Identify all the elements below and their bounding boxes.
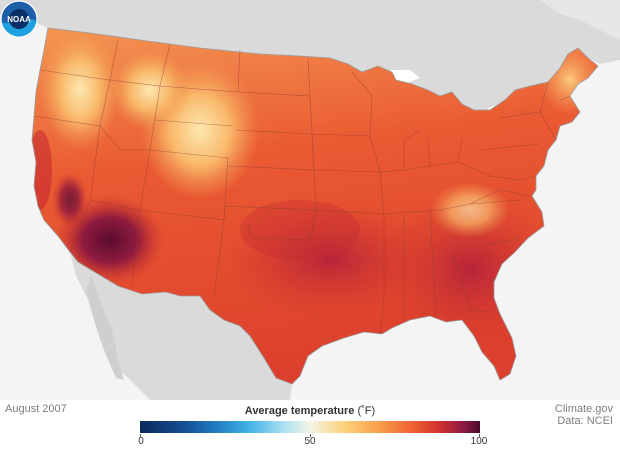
legend-title-text: Average temperature [244, 405, 355, 417]
surrounding-land [0, 0, 620, 400]
legend-tick-label-50: 50 [304, 436, 316, 447]
legend-tick-50 [310, 434, 311, 437]
legend-tick-0 [140, 434, 141, 437]
legend-color-bar [140, 421, 480, 433]
state-boundaries [33, 39, 571, 335]
temperature-map[interactable]: NOAA [0, 0, 620, 400]
map-footer: August 2007 Average temperature (˚F) 0 5… [0, 400, 620, 450]
noaa-logo-text: NOAA [7, 15, 31, 24]
noaa-logo-icon: NOAA [0, 0, 38, 38]
legend-tick-100 [479, 434, 480, 437]
date-label: August 2007 [5, 403, 67, 415]
legend-tick-label-0: 0 [138, 436, 144, 447]
legend-tick-label-100: 100 [470, 436, 488, 447]
credit-block: Climate.gov Data: NCEI [555, 403, 613, 427]
legend-title: Average temperature (˚F) [140, 405, 480, 417]
credit-data: Data: NCEI [557, 415, 613, 427]
map-canvas [0, 0, 620, 400]
us-outline [31, 27, 599, 385]
legend-unit: (˚F) [357, 405, 376, 417]
credit-source: Climate.gov [554, 403, 613, 415]
